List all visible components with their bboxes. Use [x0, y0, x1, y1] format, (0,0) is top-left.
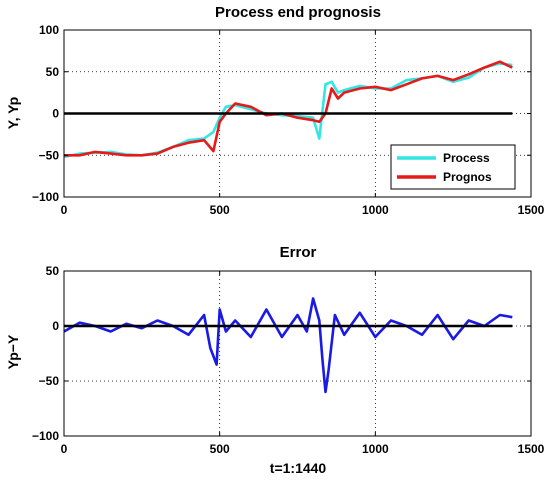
- chart-title: Error: [280, 244, 317, 261]
- y-tick-label: 50: [46, 65, 60, 79]
- x-tick-label: 1000: [362, 203, 389, 217]
- legend-label-prognos: Prognos: [443, 170, 492, 184]
- x-tick-label: 1500: [518, 203, 545, 217]
- y-axis-label: Yp−Y: [5, 334, 21, 369]
- y-tick-label: 50: [46, 264, 60, 278]
- legend-label-process: Process: [443, 151, 490, 165]
- y-tick-label: 0: [52, 319, 59, 333]
- x-tick-label: 0: [61, 442, 68, 456]
- plot-area: [64, 271, 531, 436]
- y-tick-label: −50: [39, 374, 60, 388]
- x-tick-label: 1500: [518, 442, 545, 456]
- legend-box: [390, 144, 516, 190]
- y-axis-label: Y, Yp: [5, 97, 21, 129]
- y-tick-label: 0: [52, 107, 59, 121]
- legend: Process Prognos: [390, 144, 516, 190]
- y-tick-label: −50: [39, 148, 60, 162]
- x-tick-label: 1000: [362, 442, 389, 456]
- x-tick-label: 500: [210, 203, 230, 217]
- axes-frame: [63, 270, 532, 437]
- y-tick-label: 100: [39, 23, 59, 37]
- x-tick-label: 0: [61, 203, 68, 217]
- error-chart: Error Yp−Y t=1:1440 0 500 1000 1500 −100 −50 0…: [5, 244, 545, 476]
- process-prognosis-chart: Process end prognosis Y, Yp 0 500 1000 1500…: [5, 4, 545, 217]
- x-axis-label: t=1:1440: [270, 460, 327, 476]
- series-line-error: [63, 297, 513, 394]
- chart-title: Process end prognosis: [215, 4, 381, 21]
- y-tick-label: −100: [32, 429, 59, 443]
- y-tick-label: −100: [32, 190, 59, 204]
- series-line-prognos: [64, 60, 513, 157]
- x-tick-label: 500: [210, 442, 230, 456]
